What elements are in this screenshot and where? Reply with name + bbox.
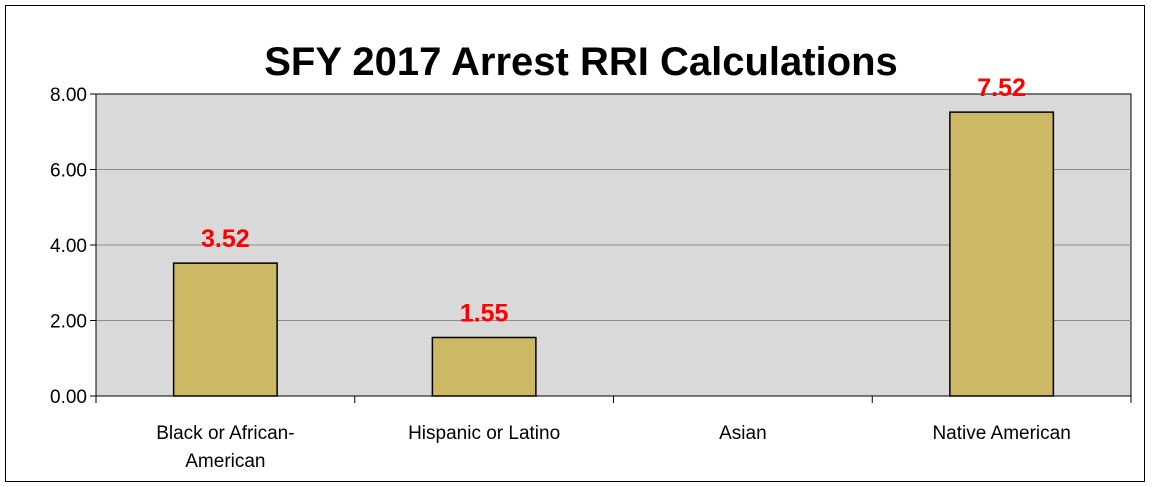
y-tick-label: 2.00 [50, 312, 87, 333]
bar [949, 111, 1055, 397]
data-label: 3.52 [201, 225, 250, 253]
labels: 0.00 2.00 4.00 6.00 8.00 3.52 Black or African… [50, 74, 1071, 472]
y-tick-label: 0.00 [50, 387, 87, 408]
y-tick-label: 4.00 [50, 236, 87, 257]
bar [172, 262, 278, 397]
bars [172, 111, 1055, 397]
y-tick-label: 8.00 [50, 85, 87, 106]
data-label: 7.52 [977, 74, 1026, 102]
chart-title: SFY 2017 Arrest RRI Calculations [264, 40, 898, 84]
data-label: 1.55 [460, 299, 509, 327]
x-tick-label: Hispanic or Latino [408, 423, 560, 444]
x-tick-label: Native American [932, 423, 1070, 444]
y-tick-label: 6.00 [50, 161, 87, 182]
x-tick-label: Black or African- [156, 423, 294, 444]
x-tick-label: American [185, 451, 265, 472]
bar [431, 336, 537, 397]
x-tick-label: Asian [719, 423, 767, 444]
